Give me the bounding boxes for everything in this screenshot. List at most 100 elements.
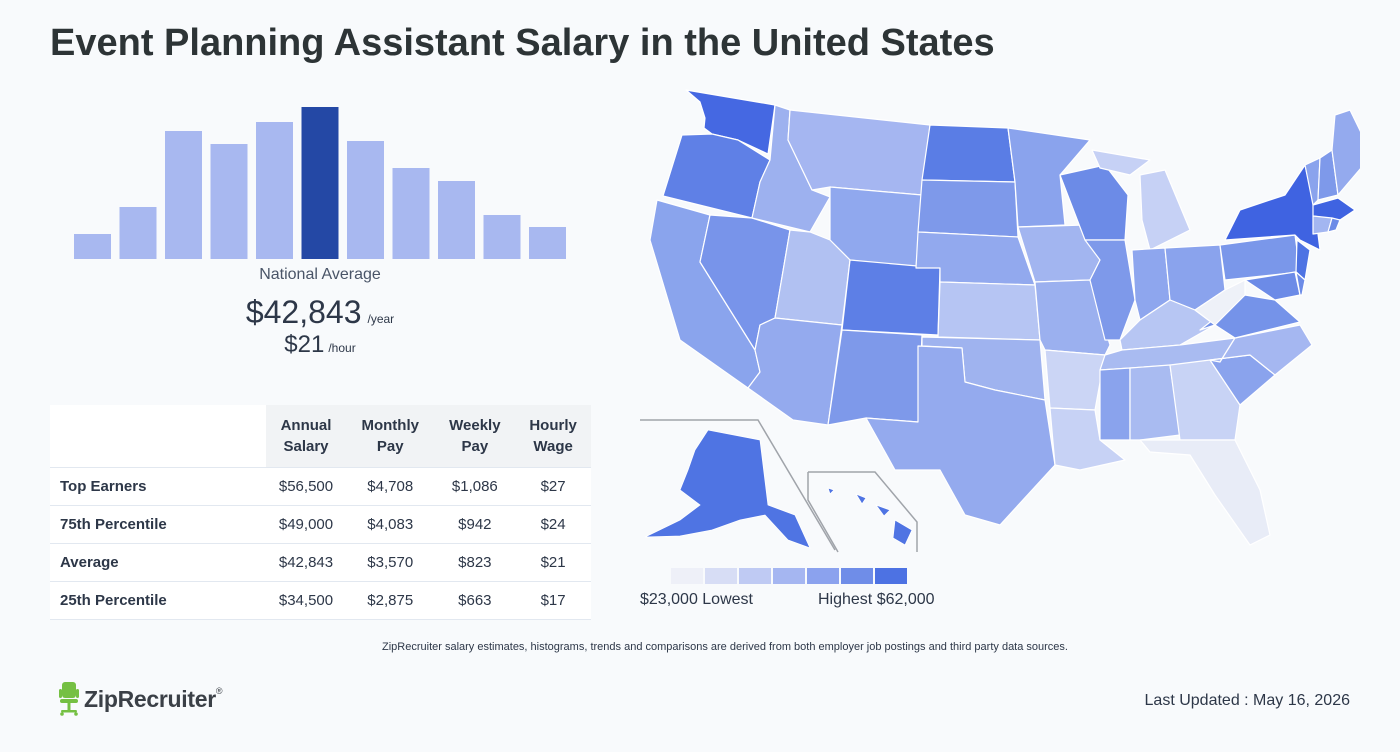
table-header-monthly: Monthly Pay	[346, 405, 435, 468]
legend-swatch	[773, 568, 805, 584]
table-row: Average $42,843 $3,570 $823 $21	[50, 543, 591, 582]
table-cell: $17	[515, 581, 591, 620]
state-colorado	[841, 259, 941, 336]
table-cell: $24	[515, 505, 591, 544]
table-header-weekly: Weekly Pay	[434, 405, 516, 468]
table-cell: $1,086	[434, 467, 516, 506]
hourly-average-value: $21	[284, 331, 325, 358]
histogram-bar	[165, 131, 202, 259]
hawaii-inset-frame	[807, 471, 918, 553]
histogram-bar	[392, 168, 430, 259]
state-michigan-up	[1091, 149, 1151, 176]
row-label: 25th Percentile	[50, 581, 266, 620]
legend-swatch	[807, 568, 839, 584]
state-wisconsin	[1059, 164, 1129, 241]
state-hawaii	[827, 487, 913, 546]
table-cell: $4,708	[346, 467, 435, 506]
state-alaska	[644, 429, 811, 549]
table-cell: $42,843	[266, 543, 346, 582]
row-label: Average	[50, 543, 266, 582]
ziprecruiter-logo[interactable]: ZipRecruiter ®	[58, 682, 223, 716]
salary-histogram	[74, 107, 566, 259]
header-line: Salary	[283, 438, 329, 455]
header-line: Monthly	[361, 417, 419, 434]
header-line: Pay	[376, 438, 404, 455]
us-salary-map	[640, 89, 1360, 553]
histogram-bar	[256, 122, 293, 259]
annual-average: $42,843/year	[170, 294, 470, 331]
table-header-blank	[50, 405, 266, 468]
histogram-bar	[347, 141, 384, 259]
table-cell: $2,875	[346, 581, 435, 620]
header-line: Pay	[461, 438, 489, 455]
legend-low-label: $23,000 Lowest	[640, 591, 753, 608]
state-massachusetts	[1312, 197, 1356, 221]
legend-swatch	[841, 568, 873, 584]
state-west-virginia	[1194, 279, 1246, 326]
state-montana	[787, 109, 931, 196]
state-florida	[1139, 439, 1271, 546]
histogram-bar	[119, 207, 157, 259]
state-arizona	[747, 317, 843, 426]
state-alabama	[1129, 364, 1181, 441]
histogram-bar	[483, 215, 521, 259]
state-north-dakota	[921, 124, 1016, 183]
histogram-bar	[74, 234, 111, 259]
state-illinois	[1084, 239, 1136, 341]
state-maine	[1331, 109, 1360, 196]
hourly-average: $21/hour	[170, 331, 470, 359]
table-cell: $942	[434, 505, 516, 544]
header-line: Wage	[533, 438, 573, 455]
annual-average-value: $42,843	[245, 294, 362, 330]
state-new-york	[1224, 164, 1321, 251]
state-arkansas	[1044, 349, 1106, 411]
table-cell: $3,570	[346, 543, 435, 582]
table-cell: $4,083	[346, 505, 435, 544]
histogram-bar	[210, 144, 248, 259]
table-header-hourly: Hourly Wage	[515, 405, 591, 468]
table-cell: $823	[434, 543, 516, 582]
row-label: Top Earners	[50, 467, 266, 506]
registered-mark: ®	[215, 686, 223, 696]
table-row: 25th Percentile $34,500 $2,875 $663 $17	[50, 581, 591, 620]
office-chair-icon	[59, 682, 79, 716]
state-rhode-island	[1327, 217, 1341, 233]
last-updated: Last Updated : May 16, 2026	[1144, 692, 1350, 709]
header-line: Hourly	[529, 417, 577, 434]
header-line: Weekly	[449, 417, 501, 434]
legend-swatch	[671, 568, 703, 584]
table-header-row: Annual Salary Monthly Pay Weekly Pay Hourly…	[50, 405, 591, 468]
table-cell: $27	[515, 467, 591, 506]
table-cell: $49,000	[266, 505, 346, 544]
state-kansas	[937, 281, 1041, 341]
histogram-bar	[438, 181, 475, 259]
legend-swatch	[875, 568, 907, 584]
legend-swatch	[739, 568, 771, 584]
disclaimer: ZipRecruiter salary estimates, histogram…	[382, 641, 1068, 653]
row-label: 75th Percentile	[50, 505, 266, 544]
table-cell: $56,500	[266, 467, 346, 506]
page-title: Event Planning Assistant Salary in the U…	[50, 22, 995, 64]
brand-name: ZipRecruiter	[84, 685, 216, 712]
state-new-mexico	[827, 329, 923, 426]
annual-unit: /year	[367, 312, 395, 326]
state-michigan	[1139, 169, 1191, 251]
table-cell: $34,500	[266, 581, 346, 620]
header-line: Annual	[280, 417, 332, 434]
hourly-unit: /hour	[328, 341, 356, 355]
histogram-bar-average	[301, 107, 339, 259]
table-cell: $21	[515, 543, 591, 582]
table-cell: $663	[434, 581, 516, 620]
salary-table: Annual Salary Monthly Pay Weekly Pay Hourly…	[50, 405, 591, 620]
table-row: 75th Percentile $49,000 $4,083 $942 $24	[50, 505, 591, 544]
state-delaware	[1295, 271, 1306, 296]
alaska-inset-frame	[640, 419, 836, 551]
state-mississippi	[1099, 367, 1131, 441]
national-average-label: National Average	[259, 266, 381, 283]
histogram-bar	[529, 227, 566, 259]
table-row: Top Earners $56,500 $4,708 $1,086 $27	[50, 467, 591, 506]
table-header-annual: Annual Salary	[266, 405, 346, 468]
map-legend	[671, 568, 907, 584]
state-georgia	[1169, 359, 1241, 441]
state-louisiana	[1049, 407, 1126, 471]
